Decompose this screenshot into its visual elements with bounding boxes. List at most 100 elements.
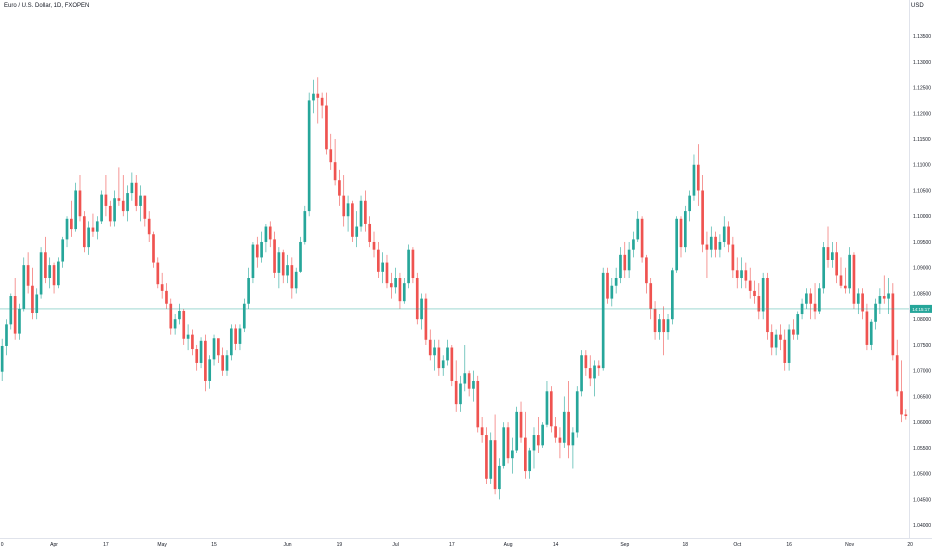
candle-body [476,380,480,428]
candle-body [852,254,856,304]
candle-body [22,265,26,309]
candle-body [722,226,726,242]
candle-body [636,218,640,240]
candle-body [178,310,181,320]
candle-body [554,426,557,438]
candle-body [329,149,333,163]
candle-body [653,308,657,333]
time-tick-label: 18 [683,542,689,548]
candle-body [342,195,346,217]
candle-body [688,195,691,212]
candle-body [126,193,129,212]
candle-body [619,254,622,279]
candle-body [454,380,458,405]
candle-body [701,190,704,245]
price-tick-label: 1.05500 [913,446,931,452]
candle-body [671,270,674,320]
candle-body [679,218,683,248]
candle-body [459,383,462,405]
candle-body [839,275,843,286]
candle-body [593,365,596,379]
price-tick-label: 1.13500 [913,34,931,40]
candle-body [268,226,272,240]
candle-body [623,254,627,271]
candle-body [562,411,566,443]
candle-body [364,200,367,224]
candle-body [580,355,583,392]
candle-body [325,105,328,150]
price-tick-label: 1.07500 [913,343,931,349]
candle-body [264,226,268,242]
candle-body [251,244,255,279]
candle-body [290,265,294,289]
candle-body [567,411,570,446]
candle-body [225,355,229,371]
candle-body [597,365,601,369]
candle-body [143,195,147,219]
time-axis[interactable]: 0 Apr 17 May 15 Jun 19 Jul 17 Aug 14 Sep 18 Oct 16 Nov 2… [1,542,932,548]
candle-body [450,347,454,381]
candle-body [359,200,363,227]
candle-body [869,321,873,345]
candle-body [199,340,203,363]
candle-body [407,249,410,284]
candle-body [770,332,774,348]
candle-body [104,194,108,206]
candle-body [0,345,4,372]
candle-body [186,334,190,339]
candle-body [830,252,834,260]
candle-body [709,236,713,250]
candle-body [247,278,250,304]
price-tick-label: 1.10000 [913,214,931,220]
current-price-marker: 14:15:17 [0,304,932,313]
time-tick-label: Aug [504,542,513,548]
time-tick-label: 20 [907,542,913,548]
candle-body [472,380,475,389]
candle-body [152,234,155,263]
candle-body [813,303,817,312]
candle-body [696,164,700,191]
candle-body [740,270,743,279]
candle-body [57,261,60,286]
candle-body [735,270,739,279]
current-price-badge-label: 14:15:17 [912,307,930,312]
candle-body [614,278,618,286]
candle-body [217,338,220,356]
candle-body [173,319,177,329]
price-tick-label: 1.09500 [913,240,931,246]
candle-body [818,288,821,312]
symbol-title: Euro / U.S. Dollar, 1D, FXOPEN [4,3,90,9]
candle-body [5,324,8,346]
candle-body [113,198,116,222]
candle-body [705,244,709,250]
candle-body [234,328,237,344]
candle-body [774,334,778,348]
candle-body [351,203,354,237]
candle-body [822,247,826,289]
time-tick-label: 0 [1,542,4,548]
price-axis[interactable]: 1.13500 1.13000 1.12500 1.12000 1.11500 1.110… [913,34,931,529]
candle-body [260,241,263,258]
candle-body [796,314,800,335]
candle-body [536,435,540,446]
candle-body [515,411,519,451]
candle-body [338,180,341,196]
candle-body [273,239,276,273]
candle-body [316,93,320,98]
candle-body [753,290,756,297]
price-tick-label: 1.12000 [913,111,931,117]
candle-body [524,437,527,472]
candle-body [61,239,65,262]
candle-body [588,368,592,379]
candle-body [506,427,510,459]
price-tick-label: 1.05000 [913,472,931,478]
candle-body [640,218,644,258]
candle-body [744,270,748,281]
candle-body [13,296,17,334]
candle-body [394,278,397,288]
candle-body [895,355,899,392]
candle-body [787,329,791,363]
candle-body [402,283,406,302]
